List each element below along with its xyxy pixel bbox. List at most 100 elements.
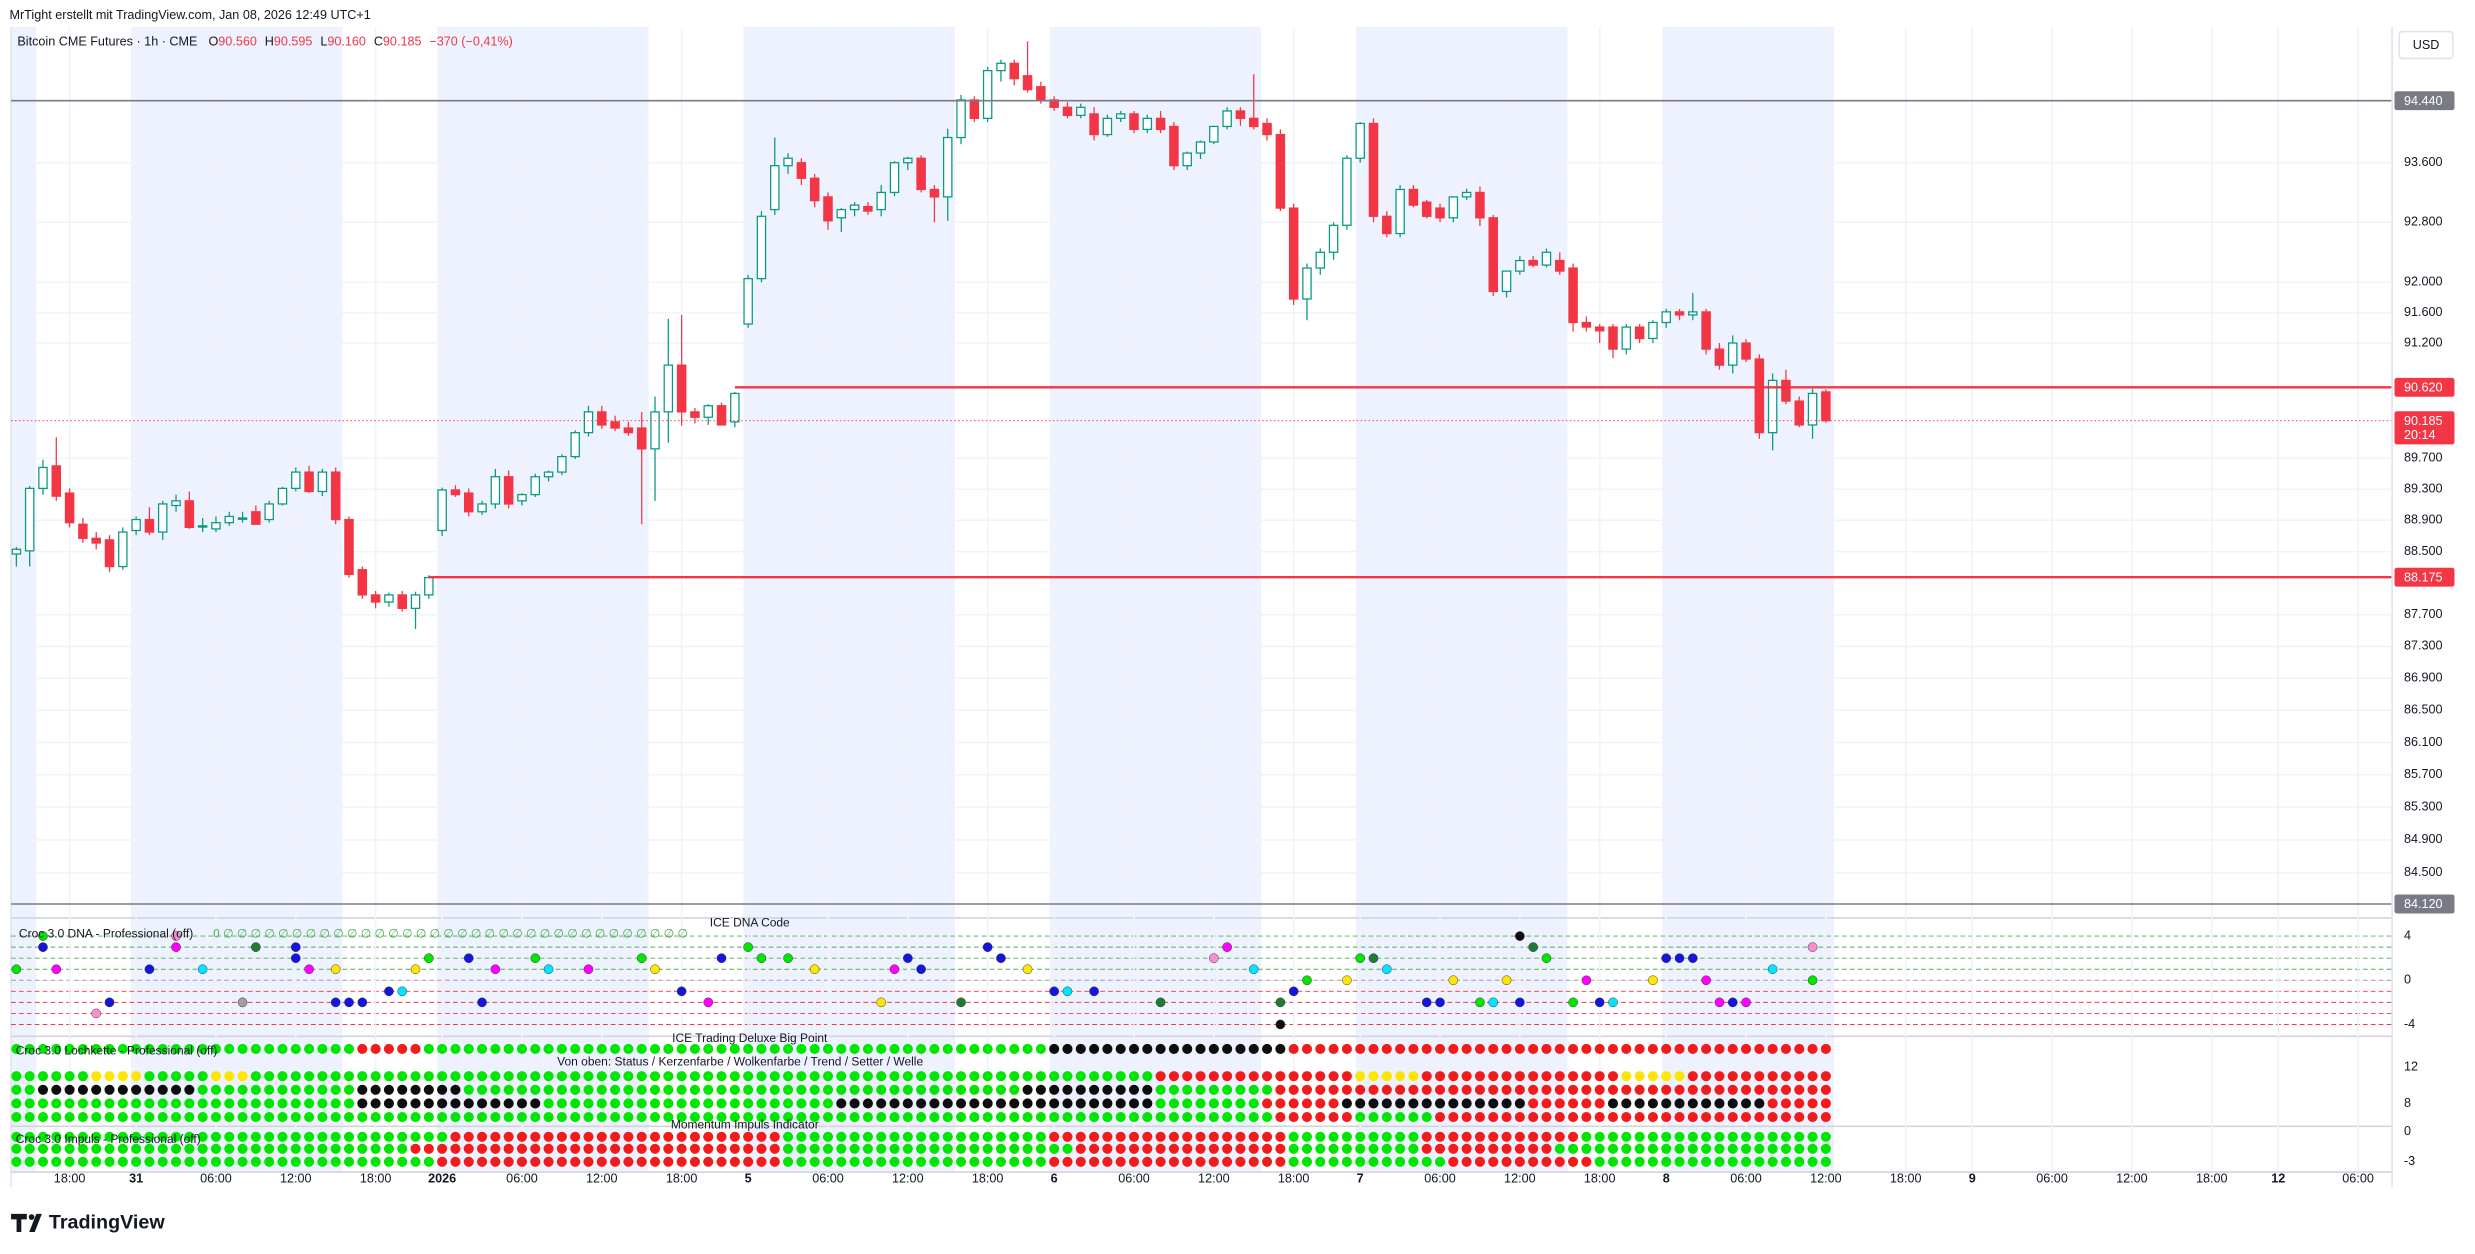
state-dot — [1315, 1084, 1326, 1095]
candle-body — [597, 411, 607, 426]
state-dot — [1128, 1098, 1140, 1109]
state-dot — [64, 1071, 75, 1082]
state-dot — [1355, 1143, 1366, 1154]
state-dot — [1235, 1098, 1246, 1109]
state-dot — [809, 1098, 820, 1109]
state-dot — [1142, 1156, 1153, 1167]
state-dot — [530, 1071, 541, 1082]
state-dot — [902, 1071, 913, 1082]
state-dot — [1142, 1131, 1153, 1142]
state-dot — [822, 1112, 834, 1123]
state-dot — [1754, 1071, 1765, 1082]
state-dot — [1208, 1084, 1219, 1095]
state-dot — [1621, 1043, 1632, 1054]
candle-body — [996, 62, 1006, 72]
state-dot — [570, 1112, 581, 1123]
state-dot — [955, 1112, 967, 1123]
state-dot — [197, 1098, 208, 1109]
state-dot — [224, 1098, 235, 1109]
state-dot — [410, 1143, 421, 1154]
state-dot — [1075, 1112, 1086, 1123]
state-dot — [1275, 1156, 1286, 1167]
state-dot — [1301, 1156, 1313, 1167]
state-dot — [423, 1098, 434, 1109]
state-dot — [1701, 1071, 1712, 1082]
pane-tick-label: 4 — [2404, 928, 2411, 942]
state-dot — [889, 1071, 900, 1082]
state-dot — [1434, 1098, 1446, 1109]
state-dot — [729, 1071, 740, 1082]
candle-body — [942, 136, 953, 198]
state-dot — [1115, 1112, 1126, 1123]
state-dot — [809, 1131, 820, 1142]
state-dot — [1594, 1131, 1605, 1142]
state-dot — [876, 1156, 887, 1167]
state-dot — [450, 1043, 461, 1054]
state-dot — [131, 1143, 142, 1154]
state-dot — [743, 1043, 754, 1054]
y-tick-label: 86.100 — [2404, 735, 2443, 749]
state-dot — [91, 1112, 102, 1123]
pane-note: Von oben: Status / Kerzenfarbe / Wolkenf… — [557, 1055, 923, 1069]
signal-dot — [38, 942, 48, 952]
state-dot — [889, 1156, 900, 1167]
state-dot — [1222, 1131, 1233, 1142]
candle-body — [1767, 379, 1778, 434]
state-dot — [1089, 1131, 1100, 1142]
state-dot — [370, 1043, 381, 1054]
state-dot — [1581, 1071, 1592, 1082]
state-dot — [1381, 1156, 1392, 1167]
state-dot — [610, 1071, 621, 1082]
state-dot — [982, 1084, 993, 1095]
state-dot — [836, 1098, 847, 1109]
state-dot — [530, 1131, 541, 1142]
state-dot — [170, 1156, 182, 1167]
state-dot — [556, 1143, 567, 1154]
state-dot — [1168, 1156, 1179, 1167]
state-dot — [24, 1098, 35, 1109]
state-dot — [1009, 1112, 1020, 1123]
y-tick-label: 92.800 — [2404, 215, 2443, 229]
state-dot — [1301, 1043, 1313, 1054]
state-dot — [277, 1156, 288, 1167]
candle-body — [530, 476, 541, 496]
state-dot — [1155, 1143, 1166, 1154]
state-dot — [1115, 1156, 1126, 1167]
state-dot — [610, 1156, 621, 1167]
state-dot — [1222, 1084, 1233, 1095]
state-dot — [1381, 1112, 1392, 1123]
state-dot — [503, 1098, 514, 1109]
state-dot — [1009, 1084, 1020, 1095]
candle-body — [557, 455, 567, 473]
signal-dot — [1275, 997, 1286, 1008]
state-dot — [24, 1131, 35, 1142]
state-dot — [1102, 1098, 1113, 1109]
logo-dot — [28, 1214, 35, 1220]
state-dot — [423, 1112, 434, 1123]
state-dot — [862, 1143, 873, 1154]
state-dot — [1408, 1098, 1419, 1109]
state-dot — [1621, 1071, 1632, 1082]
state-dot — [91, 1143, 102, 1154]
state-dot — [1155, 1156, 1166, 1167]
state-dot — [1408, 1112, 1419, 1123]
state-dot — [104, 1131, 115, 1142]
x-tick-label: 7 — [1357, 1172, 1364, 1186]
state-dot — [304, 1084, 315, 1095]
state-dot — [1341, 1043, 1352, 1054]
pane-title: Croc 3.0 DNA - Professional (off) — [19, 927, 193, 941]
state-dot — [1647, 1071, 1658, 1082]
candle-body — [317, 471, 328, 493]
state-dot — [304, 1098, 315, 1109]
candle-body — [1594, 326, 1605, 332]
state-dot — [703, 1084, 714, 1095]
state-dot — [24, 1156, 35, 1167]
state-dot — [902, 1043, 913, 1054]
x-tick-label: 12:00 — [1504, 1172, 1536, 1186]
state-dot — [264, 1156, 275, 1167]
state-dot — [1461, 1112, 1472, 1123]
currency[interactable]: USD — [2413, 38, 2440, 52]
state-dot — [543, 1112, 554, 1123]
state-dot — [250, 1098, 261, 1109]
currency-box[interactable] — [2398, 30, 2454, 60]
